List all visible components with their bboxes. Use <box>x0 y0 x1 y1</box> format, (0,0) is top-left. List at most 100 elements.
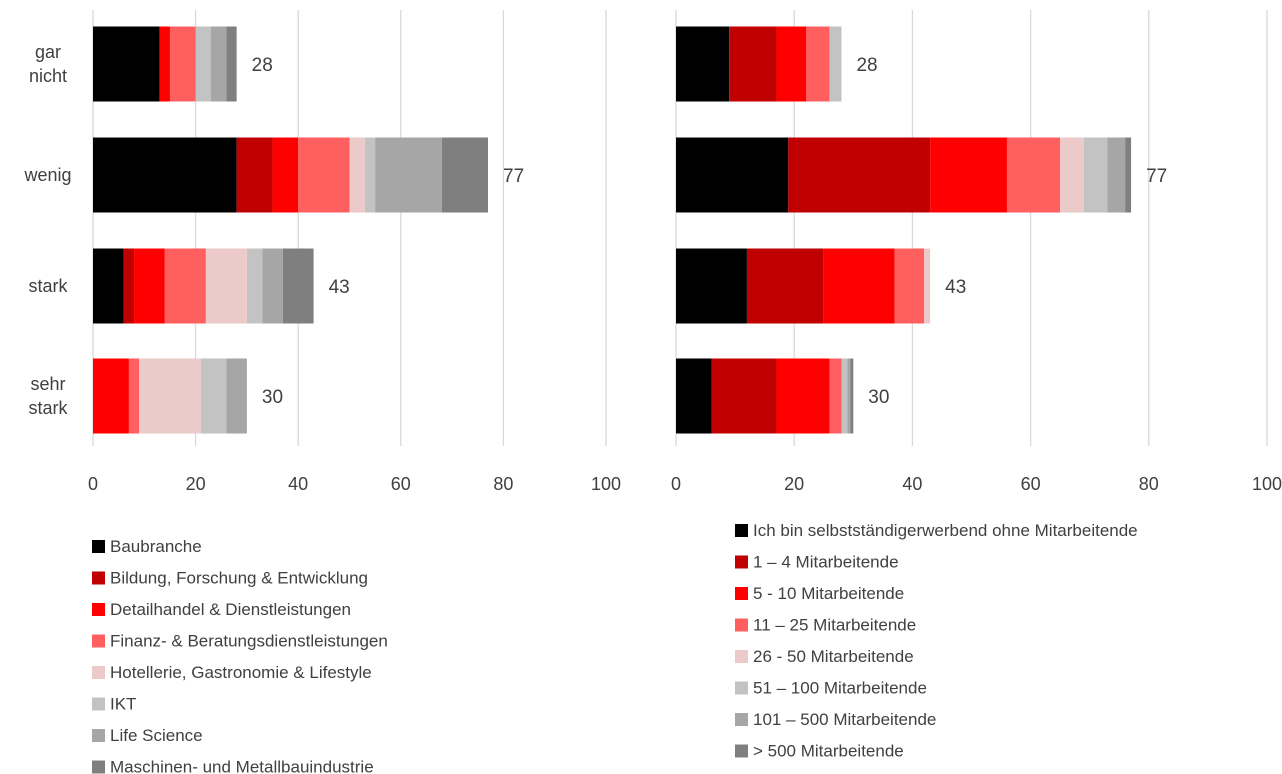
bar-segment <box>847 358 851 434</box>
x-tick-label: 60 <box>391 474 411 494</box>
chart-right: 0 20 40 60 80 100 28 77 43 30 <box>671 10 1282 494</box>
bar-segment <box>262 248 283 324</box>
legend-swatch <box>735 587 748 600</box>
legend-label: Hotellerie, Gastronomie & Lifestyle <box>110 663 372 682</box>
legend-label: Finanz- & Beratungsdienstleistungen <box>110 632 388 651</box>
bar-segment <box>930 137 1007 213</box>
bar-segment <box>93 26 160 102</box>
legend-swatch <box>92 697 105 711</box>
bar-segment <box>676 137 789 213</box>
bar-segment <box>823 248 895 324</box>
bar-segment <box>375 137 442 213</box>
bar-segment <box>788 137 931 213</box>
legend-left: Baubranche Bildung, Forschung & Entwicklu… <box>92 537 388 774</box>
legend-swatch <box>735 618 748 632</box>
x-tick-label: 0 <box>671 474 681 494</box>
legend-swatch <box>92 666 105 679</box>
bar-segment <box>676 358 712 434</box>
bar-segment <box>205 248 247 324</box>
legend-swatch <box>735 713 748 726</box>
total-label: 28 <box>856 55 877 76</box>
category-label: stark <box>28 398 68 418</box>
total-label: 77 <box>1146 166 1167 187</box>
bar-segment <box>169 26 196 102</box>
bar-segment <box>298 137 350 213</box>
bar-segment <box>841 358 848 434</box>
legend-swatch <box>92 571 105 585</box>
bar-segment <box>93 358 129 434</box>
legend-label: Ich bin selbstständigerwerbend ohne Mita… <box>753 521 1138 540</box>
legend-swatch <box>735 681 748 695</box>
bar-segment <box>711 358 777 434</box>
legend-label: 11 – 25 Mitarbeitende <box>753 616 916 635</box>
bar-segment <box>200 358 227 434</box>
bar-segment <box>236 137 273 213</box>
legend-label: 51 – 100 Mitarbeitende <box>753 679 927 698</box>
bar-segment <box>1083 137 1108 213</box>
x-tick-label: 20 <box>186 474 206 494</box>
legend-swatch <box>92 540 105 553</box>
category-label: gar <box>35 42 61 62</box>
bar-segment <box>246 248 263 324</box>
bar-segment <box>829 26 842 102</box>
x-tick-label: 80 <box>1139 474 1159 494</box>
bar-segment <box>364 137 376 213</box>
bar-segment <box>441 137 489 213</box>
legend-label: Bildung, Forschung & Entwicklung <box>110 569 368 588</box>
bar-segment <box>894 248 925 324</box>
legend-swatch <box>735 744 748 758</box>
x-tick-label: 100 <box>1252 474 1282 494</box>
legend-label: 26 - 50 Mitarbeitende <box>753 647 914 666</box>
bar-segment <box>93 248 124 324</box>
bar-segment <box>806 26 830 102</box>
x-tick-label: 0 <box>88 474 98 494</box>
bar-segment <box>1060 137 1084 213</box>
category-label: stark <box>28 276 68 296</box>
bar-segment <box>676 26 730 102</box>
category-label: nicht <box>29 66 67 86</box>
category-label: wenig <box>23 165 71 185</box>
x-tick-label: 80 <box>493 474 513 494</box>
legend-swatch <box>92 603 105 616</box>
bar-segment <box>676 248 747 324</box>
bar-segment <box>1006 137 1061 213</box>
x-tick-label: 40 <box>288 474 308 494</box>
bar-segment <box>164 248 206 324</box>
bar-segment <box>210 26 227 102</box>
total-label: 28 <box>252 55 273 76</box>
legend-label: Baubranche <box>110 537 202 556</box>
legend-label: Life Science <box>110 726 203 745</box>
bar-segment <box>729 26 777 102</box>
x-tick-label: 60 <box>1021 474 1041 494</box>
legend-swatch <box>92 760 105 774</box>
bar-segment <box>349 137 365 213</box>
legend-label: 1 – 4 Mitarbeitende <box>753 553 899 572</box>
legend-swatch <box>92 634 105 648</box>
legend-label: IKT <box>110 695 136 714</box>
bar-segment <box>123 248 135 324</box>
legend-right: Ich bin selbstständigerwerbend ohne Mita… <box>735 521 1138 761</box>
legend-swatch <box>92 729 105 742</box>
bar-segment <box>776 26 807 102</box>
legend-swatch <box>735 555 748 569</box>
legend-label: 5 - 10 Mitarbeitende <box>753 584 904 603</box>
legend-label: > 500 Mitarbeitende <box>753 742 904 761</box>
legend-label: 101 – 500 Mitarbeitende <box>753 710 936 729</box>
bar-segment <box>746 248 824 324</box>
legend-swatch <box>735 650 748 663</box>
bar-segment <box>134 248 165 324</box>
total-label: 30 <box>262 387 283 408</box>
bar-segment <box>282 248 314 324</box>
x-tick-label: 100 <box>591 474 621 494</box>
bar-segment <box>1107 137 1126 213</box>
bar-segment <box>139 358 201 434</box>
total-label: 30 <box>868 387 889 408</box>
bar-segment <box>850 358 854 434</box>
bar-segment <box>128 358 140 434</box>
total-label: 43 <box>329 277 350 298</box>
bar-segment <box>195 26 211 102</box>
bar-segment <box>226 358 247 434</box>
category-label: sehr <box>30 374 65 394</box>
bar-segment <box>272 137 299 213</box>
